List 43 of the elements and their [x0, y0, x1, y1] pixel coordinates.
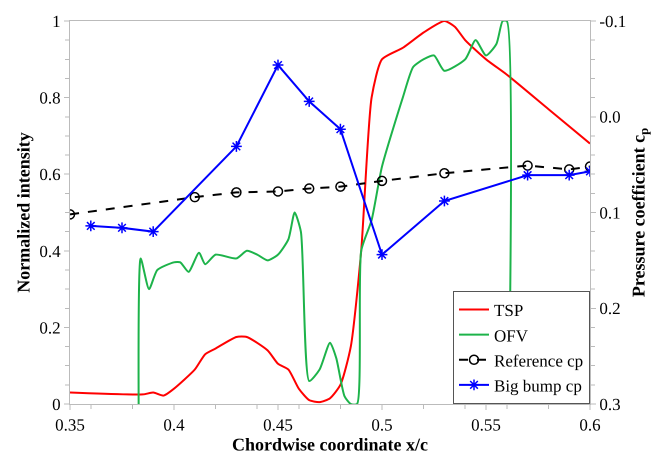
point	[272, 186, 284, 197]
point	[376, 176, 388, 186]
point	[439, 168, 450, 178]
point	[230, 140, 243, 153]
point	[304, 183, 314, 194]
point	[116, 222, 128, 234]
point	[563, 169, 576, 182]
y-tick-label: 1	[52, 12, 61, 31]
legend-label: Reference cp	[494, 351, 584, 370]
y-tick-label: 0	[52, 394, 61, 414]
point	[334, 123, 347, 136]
y-tick-label: 0.6	[39, 165, 61, 184]
legend-label: TSP	[494, 301, 524, 320]
point	[272, 58, 284, 72]
y2-tick-label: 0.1	[599, 203, 621, 222]
x-tick-label: 0.5	[371, 415, 393, 434]
point	[376, 248, 388, 261]
y2-tick-label: 0.2	[599, 299, 621, 318]
point	[522, 160, 533, 171]
point	[147, 226, 160, 238]
point	[438, 194, 451, 208]
x-tick-label: 0.6	[579, 415, 601, 434]
x-tick-label: 0.35	[55, 415, 85, 434]
legend-label: OFV	[494, 326, 529, 346]
x-tick-label: 0.55	[471, 415, 501, 434]
x-axis-title: Chordwise coordinate x/c	[232, 434, 428, 454]
y-tick-label: 0.2	[39, 318, 61, 338]
y2-tick-label: 0.0	[599, 108, 621, 127]
y-tick-label: 0.8	[39, 88, 61, 108]
point	[564, 164, 574, 175]
x-tick-label: 0.45	[263, 415, 293, 434]
point	[521, 169, 534, 182]
y2-tick-label: 0.3	[599, 394, 621, 414]
x-tick-label: 0.4	[163, 415, 186, 434]
point	[303, 95, 316, 108]
y2-tick-label: -0.1	[599, 12, 626, 31]
point	[335, 181, 346, 192]
point	[231, 187, 242, 198]
y-axis-title: Normalized intensity	[14, 132, 34, 293]
legend-label: Big bump cp	[494, 376, 582, 396]
point	[190, 192, 200, 202]
point	[84, 220, 97, 232]
y-tick-label: 0.4	[39, 242, 62, 261]
